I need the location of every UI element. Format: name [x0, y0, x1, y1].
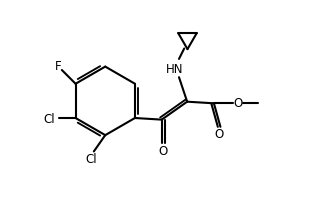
Text: Cl: Cl — [43, 112, 55, 125]
Text: O: O — [158, 144, 168, 157]
Text: Cl: Cl — [86, 152, 97, 165]
Text: F: F — [55, 60, 62, 73]
Text: O: O — [234, 97, 243, 110]
Text: HN: HN — [166, 62, 184, 75]
Text: O: O — [215, 128, 224, 141]
